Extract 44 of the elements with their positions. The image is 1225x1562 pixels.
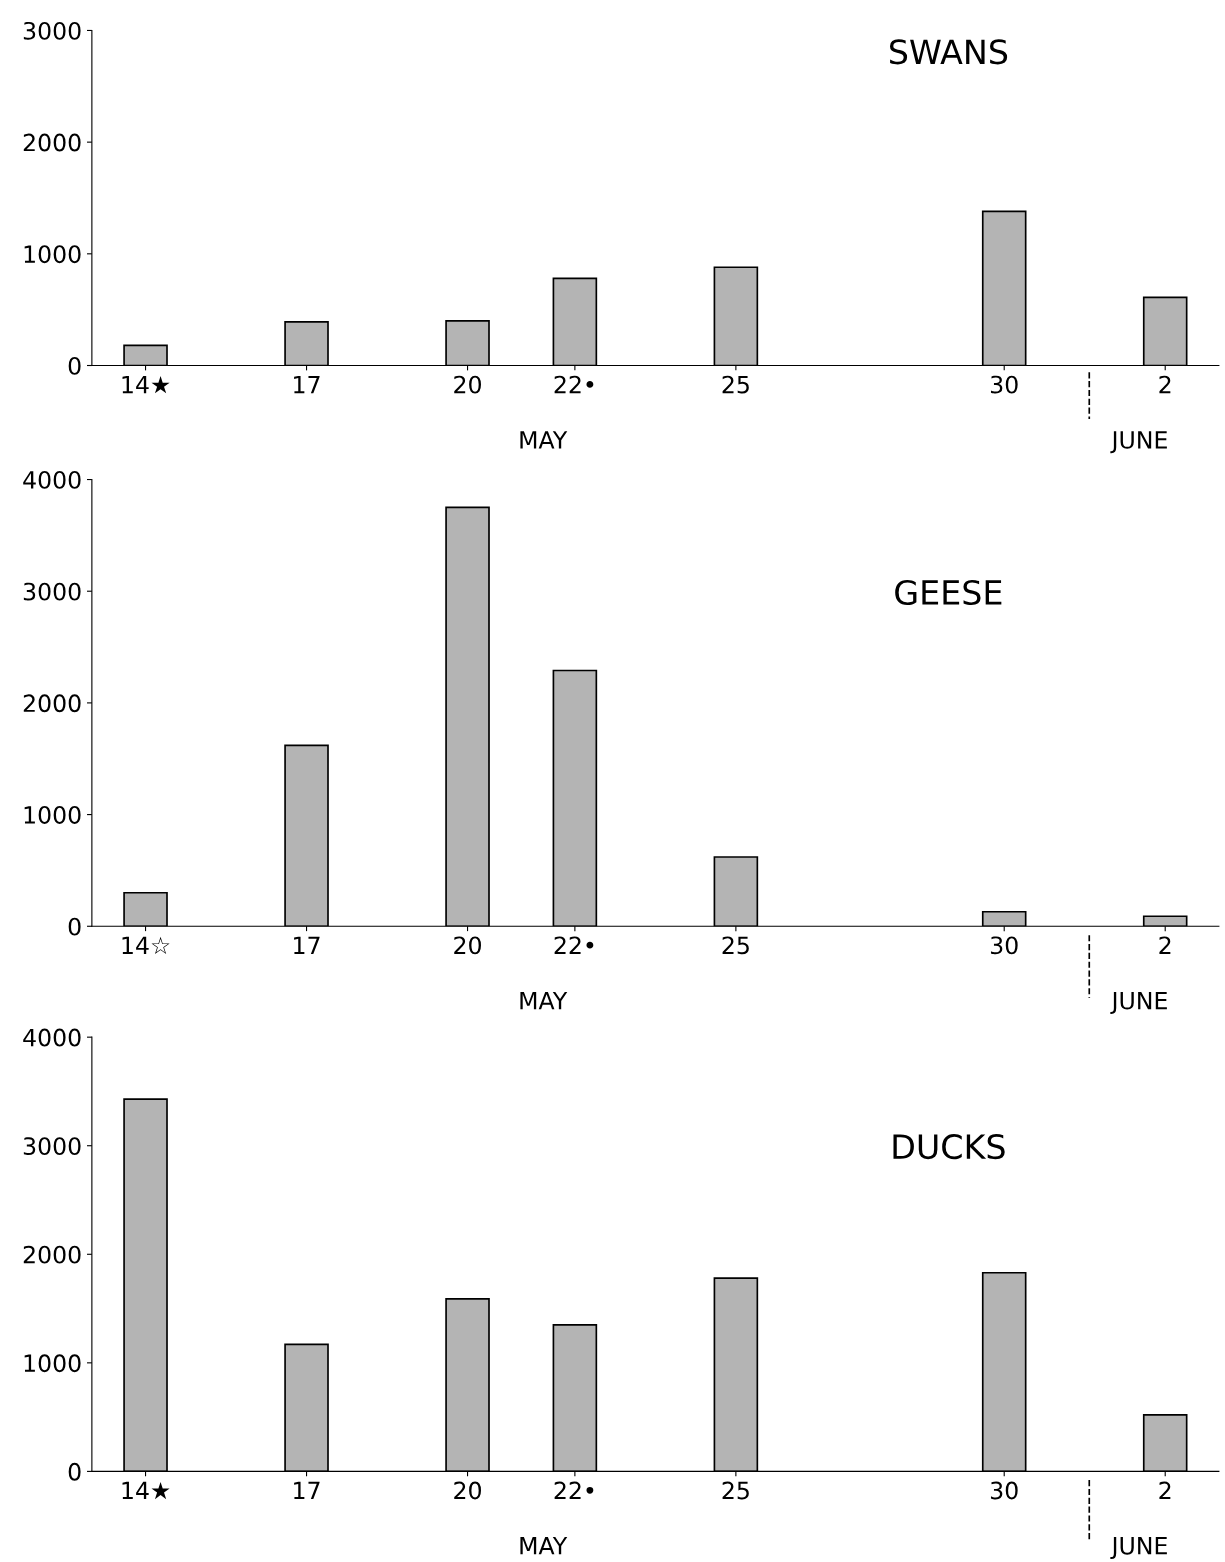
x-tick-label: 22• [554, 375, 594, 394]
y-tick-label: 1000 [24, 806, 81, 824]
x-tick-label: 2 [1159, 375, 1171, 394]
y-tick-label: 3000 [23, 582, 81, 601]
text: GEESE [895, 579, 1002, 606]
y-tick-label: 1000 [24, 245, 81, 264]
y-tick-label: 4000 [23, 470, 81, 489]
x-tick-label: 20 [454, 375, 481, 394]
text: JUNE [1110, 991, 1167, 1014]
y-tick-label: 1000 [24, 1354, 81, 1373]
text: JUNE [1110, 1537, 1167, 1560]
y-tick-label: 3000 [23, 21, 81, 40]
y-tick-label: 0 [68, 1462, 81, 1481]
y-tick-label: 0 [68, 356, 81, 375]
x-tick-label: 25 [722, 936, 749, 955]
x-tick-label: 2 [1159, 936, 1171, 954]
text: JUNE [1110, 431, 1167, 454]
x-tick-label: 30 [990, 1481, 1018, 1500]
x-tick-label: 14★ [122, 375, 170, 394]
x-tick-label: 25 [722, 1481, 749, 1500]
y-tick-label: 2000 [23, 694, 81, 713]
y-tick-label: 0 [68, 917, 81, 936]
x-tick-label: 17 [294, 936, 320, 954]
y-tick-label: 4000 [23, 1028, 81, 1047]
y-tick-label: 2000 [23, 1245, 81, 1264]
x-tick-label: 14★ [122, 1481, 170, 1500]
x-tick-label: 17 [294, 1481, 320, 1500]
y-tick-label: 3000 [23, 1137, 81, 1156]
text: MAY [520, 431, 568, 449]
chart-title: SWANS [890, 39, 1008, 65]
x-tick-label: 17 [294, 375, 320, 394]
x-tick-label: 30 [990, 375, 1018, 394]
text: DUCKS [893, 1134, 1005, 1160]
x-tick-label: 25 [722, 375, 749, 394]
y-tick-label: 2000 [23, 133, 81, 152]
x-tick-label: 22• [554, 936, 594, 954]
x-tick-label: 20 [454, 1481, 481, 1500]
text: MAY [520, 1537, 568, 1555]
x-tick-label: 30 [990, 936, 1018, 955]
x-tick-label: 22• [554, 1481, 594, 1500]
x-tick-label: 20 [454, 936, 481, 955]
x-tick-label: 14☆ [122, 936, 170, 955]
x-tick-label: 2 [1159, 1481, 1171, 1500]
text: MAY [520, 991, 568, 1010]
